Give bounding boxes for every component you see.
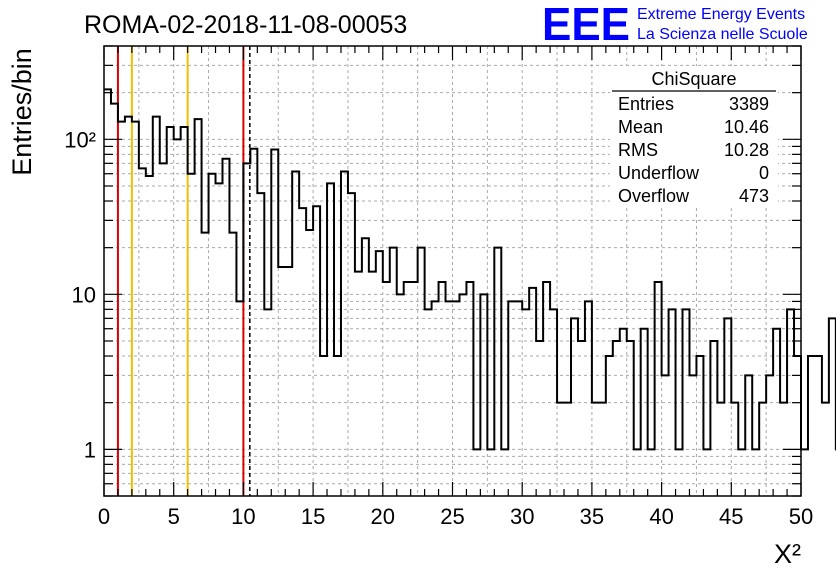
stats-value: 0 <box>759 163 769 183</box>
chart-title: ROMA-02-2018-11-08-00053 <box>84 11 407 39</box>
eee-logo-text: EEE <box>542 0 630 50</box>
stats-label: Entries <box>618 94 674 114</box>
x-tick-label: 15 <box>301 504 325 529</box>
logo-line-2: La Scienza nelle Scuole <box>637 26 808 43</box>
y-tick-labels: 1 10 10² <box>64 127 96 462</box>
stats-box-title: ChiSquare <box>651 69 736 89</box>
x-tick-label: 35 <box>580 504 604 529</box>
x-tick-label: 40 <box>649 504 673 529</box>
x-tick-label: 25 <box>440 504 464 529</box>
stats-box: ChiSquare Entries 3389 Mean 10.46 RMS 10.28 Un… <box>610 66 778 208</box>
x-axis-title: X² <box>774 539 801 569</box>
logo-line-1: Extreme Energy Events <box>637 6 805 23</box>
x-tick-label: 10 <box>231 504 255 529</box>
stats-value: 10.46 <box>724 117 769 137</box>
stats-label: Underflow <box>618 163 700 183</box>
eee-logo: EEE Extreme Energy Events La Scienza nel… <box>542 0 808 50</box>
stats-label: Mean <box>618 117 663 137</box>
stats-value: 473 <box>739 186 769 206</box>
stats-rows: Entries 3389 Mean 10.46 RMS 10.28 Underflow 0 Ov… <box>618 94 769 206</box>
stats-value: 10.28 <box>724 140 769 160</box>
histogram-series <box>104 88 836 451</box>
x-tick-label: 50 <box>789 504 813 529</box>
axis-ticks <box>103 45 802 497</box>
x-tick-label: 45 <box>719 504 743 529</box>
y-tick-label: 1 <box>84 437 96 462</box>
stats-value: 3389 <box>729 94 769 114</box>
stats-label: Overflow <box>618 186 690 206</box>
x-tick-label: 0 <box>98 504 110 529</box>
y-tick-label: 10² <box>64 127 96 152</box>
x-tick-labels: 0 5 10 15 20 25 30 35 40 45 50 <box>98 504 813 529</box>
x-tick-label: 30 <box>510 504 534 529</box>
y-tick-label: 10 <box>72 282 96 307</box>
x-tick-label: 5 <box>168 504 180 529</box>
stats-label: RMS <box>618 140 658 160</box>
x-tick-label: 20 <box>371 504 395 529</box>
y-axis-title: Entries/bin <box>7 48 37 176</box>
marker-lines <box>116 46 251 496</box>
